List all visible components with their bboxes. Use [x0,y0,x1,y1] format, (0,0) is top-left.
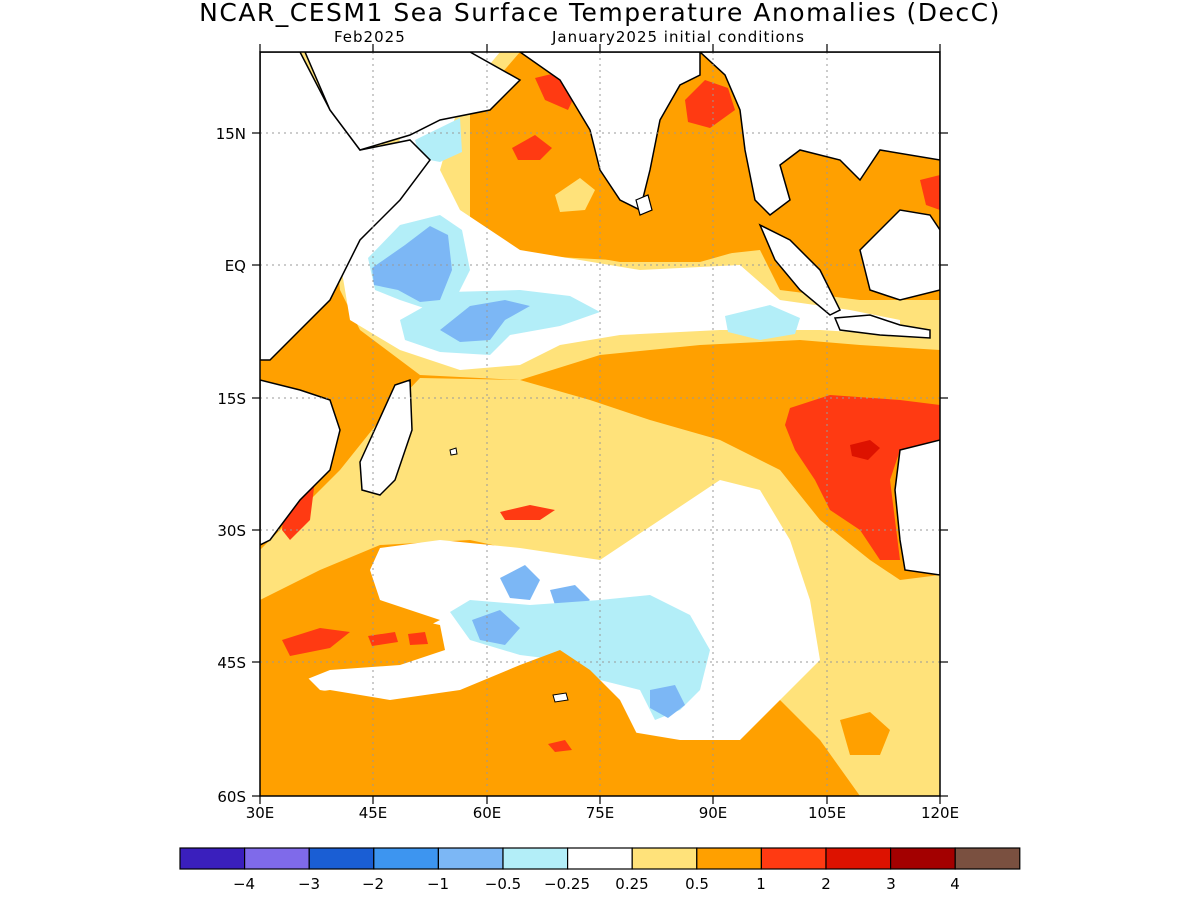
colorbar-label: −4 [233,875,255,893]
lon-label: 75E [586,804,615,822]
lon-label: 60E [473,804,502,822]
cool-anomaly-arabian-sea [415,118,462,162]
borneo-island [859,209,940,301]
moderate-cool-central [440,300,530,342]
moderate-cool-south-1 [472,610,520,645]
longitude-labels: 30E 45E 60E 75E 90E 105E 120E [246,804,959,822]
colorbar-label: 0.5 [685,875,709,893]
lat-label: 15N [216,125,246,143]
moderate-cool-west [372,226,452,302]
colorbar-swatch [179,847,246,870]
sumatra-island [758,223,842,316]
map-title: NCAR_CESM1 Sea Surface Temperature Anoma… [199,0,1001,27]
colorbar-swatch [696,847,762,870]
lon-label: 105E [808,804,846,822]
strong-anomaly-south-2 [368,632,398,646]
sri-lanka-island [635,194,653,216]
lat-label: EQ [225,257,246,275]
strong-anomaly-far-south [548,740,572,752]
lon-label: 45E [359,804,388,822]
lat-label: 15S [217,390,246,408]
colorbar-swatch [244,847,310,870]
colorbar-label: −2 [362,875,384,893]
colorbar-swatch [825,847,892,870]
lat-label: 30S [217,522,246,540]
colorbar-swatch [889,847,956,870]
strong-anomaly-south-china-sea [920,175,940,210]
colorbar-label: 4 [950,875,960,893]
colorbar-label: 3 [886,875,896,893]
colorbar-swatch [954,847,1021,870]
java-island [833,314,931,339]
strong-anomaly-arabian-central [512,135,552,160]
strong-anomaly-mid-south [500,505,555,520]
colorbar-label: −0.25 [544,875,590,893]
indian-subcontinent [518,52,701,212]
warm-anomaly-south [260,650,700,796]
weak-warm-bay [555,178,595,212]
warm-patch-southeast [840,712,890,755]
kerguelen-island [552,692,569,703]
colorbar-swatch [760,847,827,870]
colorbar-label: −3 [298,875,320,893]
moderate-cool-south-2 [650,685,685,718]
map-field [260,52,940,796]
lon-label: 30E [246,804,275,822]
colorbar-label: −1 [427,875,449,893]
lon-label: 90E [699,804,728,822]
strong-anomaly-west-australia [785,395,940,560]
colorbar-swatch [308,847,375,870]
warm-anomaly-southwest [260,608,445,690]
colorbar-label: 1 [756,875,766,893]
cool-patch-south-1 [500,565,540,600]
cool-anomaly-east [725,305,800,340]
graticule [260,52,940,796]
forecast-month: Feb2025 [334,28,406,46]
colorbar-swatch [631,847,698,870]
very-strong-anomaly-west-australia [850,440,880,460]
lon-label: 120E [921,804,959,822]
arabian-peninsula [304,52,522,151]
colorbar [179,847,1021,870]
australia-landmass [894,439,940,576]
axis-ticks [252,44,948,804]
southern-africa-landmass [260,379,341,546]
lat-label: 45S [217,654,246,672]
strong-anomaly-south-3 [408,632,428,645]
colorbar-swatch [566,847,633,870]
colorbar-swatch [437,847,504,870]
colorbar-label: 2 [821,875,831,893]
neutral-zone-equator [340,52,900,370]
colorbar-swatch [502,847,569,870]
colorbar-labels: −4 −3 −2 −1 −0.5 −0.25 0.25 0.5 1 2 3 4 [233,875,960,893]
colorbar-label: 0.25 [615,875,648,893]
strong-anomaly-bay-of-bengal [685,80,735,128]
lat-label: 60S [217,788,246,806]
initial-conditions: January2025 initial conditions [552,28,805,46]
mauritius-island [449,447,458,456]
latitude-labels: 15N EQ 15S 30S 45S 60S [216,125,246,806]
colorbar-label: −0.5 [485,875,521,893]
colorbar-swatch [373,847,439,870]
strong-anomaly-south-1 [282,628,350,656]
